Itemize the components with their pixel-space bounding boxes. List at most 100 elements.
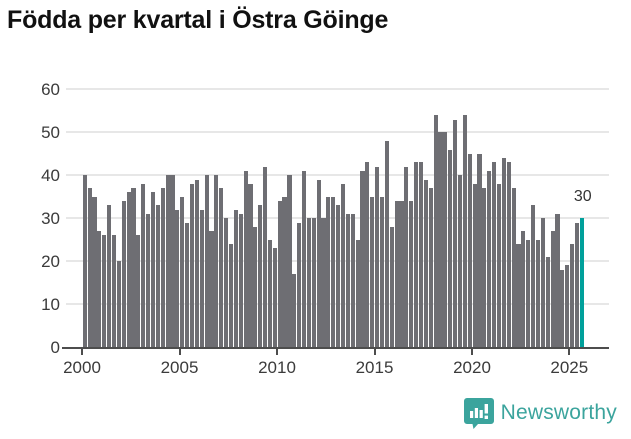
bar — [526, 239, 531, 347]
y-tick-label: 0 — [50, 338, 60, 357]
bar — [516, 243, 521, 347]
bar — [340, 183, 346, 347]
bar — [199, 209, 204, 347]
bar — [423, 179, 428, 347]
bar — [418, 162, 424, 347]
bar — [336, 205, 341, 347]
newsworthy-footer: Newsworthy — [463, 397, 617, 429]
y-tick-label: 20 — [41, 252, 60, 272]
x-axis-tick — [471, 349, 473, 355]
x-tick-label: 2020 — [453, 358, 491, 377]
bar — [146, 213, 151, 347]
x-tick-label: 2025 — [550, 358, 589, 377]
bar — [477, 153, 482, 347]
y-tick-label: 10 — [41, 295, 60, 315]
bar — [111, 235, 117, 347]
bar — [414, 162, 419, 347]
bar — [370, 196, 375, 347]
bar — [253, 226, 258, 347]
bar — [214, 175, 219, 347]
bar — [560, 269, 565, 347]
bar — [467, 153, 472, 347]
bar — [189, 183, 195, 347]
bar — [258, 205, 263, 347]
bar — [224, 218, 229, 347]
bar — [97, 231, 102, 347]
y-tick-label: 40 — [41, 166, 60, 186]
bar — [121, 201, 126, 347]
bar — [394, 201, 399, 347]
bar — [570, 243, 575, 347]
bar — [131, 188, 136, 347]
bar — [492, 162, 497, 347]
bar — [204, 175, 209, 347]
bar — [399, 201, 404, 347]
bar — [263, 166, 268, 347]
bar — [521, 231, 526, 347]
bar — [565, 265, 570, 347]
bar — [438, 132, 443, 347]
bar — [165, 175, 170, 347]
bar — [457, 175, 463, 347]
y-tick-label: 60 — [41, 80, 60, 100]
bar — [379, 196, 385, 347]
bar — [350, 213, 355, 347]
bar — [185, 222, 190, 347]
bar — [316, 179, 321, 347]
bar — [375, 166, 380, 347]
x-axis-tick — [276, 349, 278, 355]
gridline-50 — [66, 131, 609, 134]
highlighted-bar — [579, 218, 584, 347]
bar — [555, 213, 560, 347]
bar — [116, 261, 121, 347]
bar — [301, 171, 307, 347]
bar — [194, 179, 199, 347]
bar — [180, 196, 185, 347]
x-axis-line — [62, 347, 609, 349]
gridline-40 — [66, 174, 609, 177]
bar — [545, 256, 550, 347]
x-tick-label: 2015 — [355, 358, 394, 377]
bar — [170, 175, 175, 347]
bar — [574, 222, 579, 347]
newsworthy-logo-icon — [463, 398, 494, 429]
bar — [311, 218, 316, 347]
x-tick-label: 2010 — [258, 358, 296, 377]
bar — [384, 140, 389, 347]
bar — [531, 205, 536, 347]
bar — [277, 201, 282, 347]
x-tick-label: 2000 — [63, 358, 101, 377]
bar — [389, 226, 394, 347]
bar — [462, 115, 467, 347]
bar — [297, 222, 302, 347]
newsworthy-brand-text: Newsworthy — [500, 401, 617, 424]
bar — [365, 162, 370, 347]
bar — [287, 175, 292, 347]
bar — [321, 218, 326, 347]
bar — [428, 188, 433, 347]
bar — [233, 209, 238, 347]
bar — [535, 239, 541, 347]
x-tick-label: 2005 — [160, 358, 199, 377]
bar — [292, 274, 297, 347]
bar — [141, 183, 146, 347]
bar — [126, 192, 131, 347]
bar — [238, 213, 243, 347]
chart-title: Födda per kvartal i Östra Göinge — [7, 6, 389, 34]
bar — [160, 188, 165, 347]
bar — [360, 171, 365, 347]
bar — [355, 239, 360, 347]
bar — [443, 132, 448, 347]
bar — [540, 218, 545, 347]
bar — [92, 196, 97, 347]
bar — [107, 205, 112, 347]
x-axis-tick — [178, 349, 181, 355]
x-axis-tick — [568, 349, 571, 355]
bar — [243, 171, 248, 347]
bar — [209, 231, 214, 347]
bar — [482, 188, 487, 347]
bar — [282, 196, 287, 347]
bar — [102, 235, 107, 347]
